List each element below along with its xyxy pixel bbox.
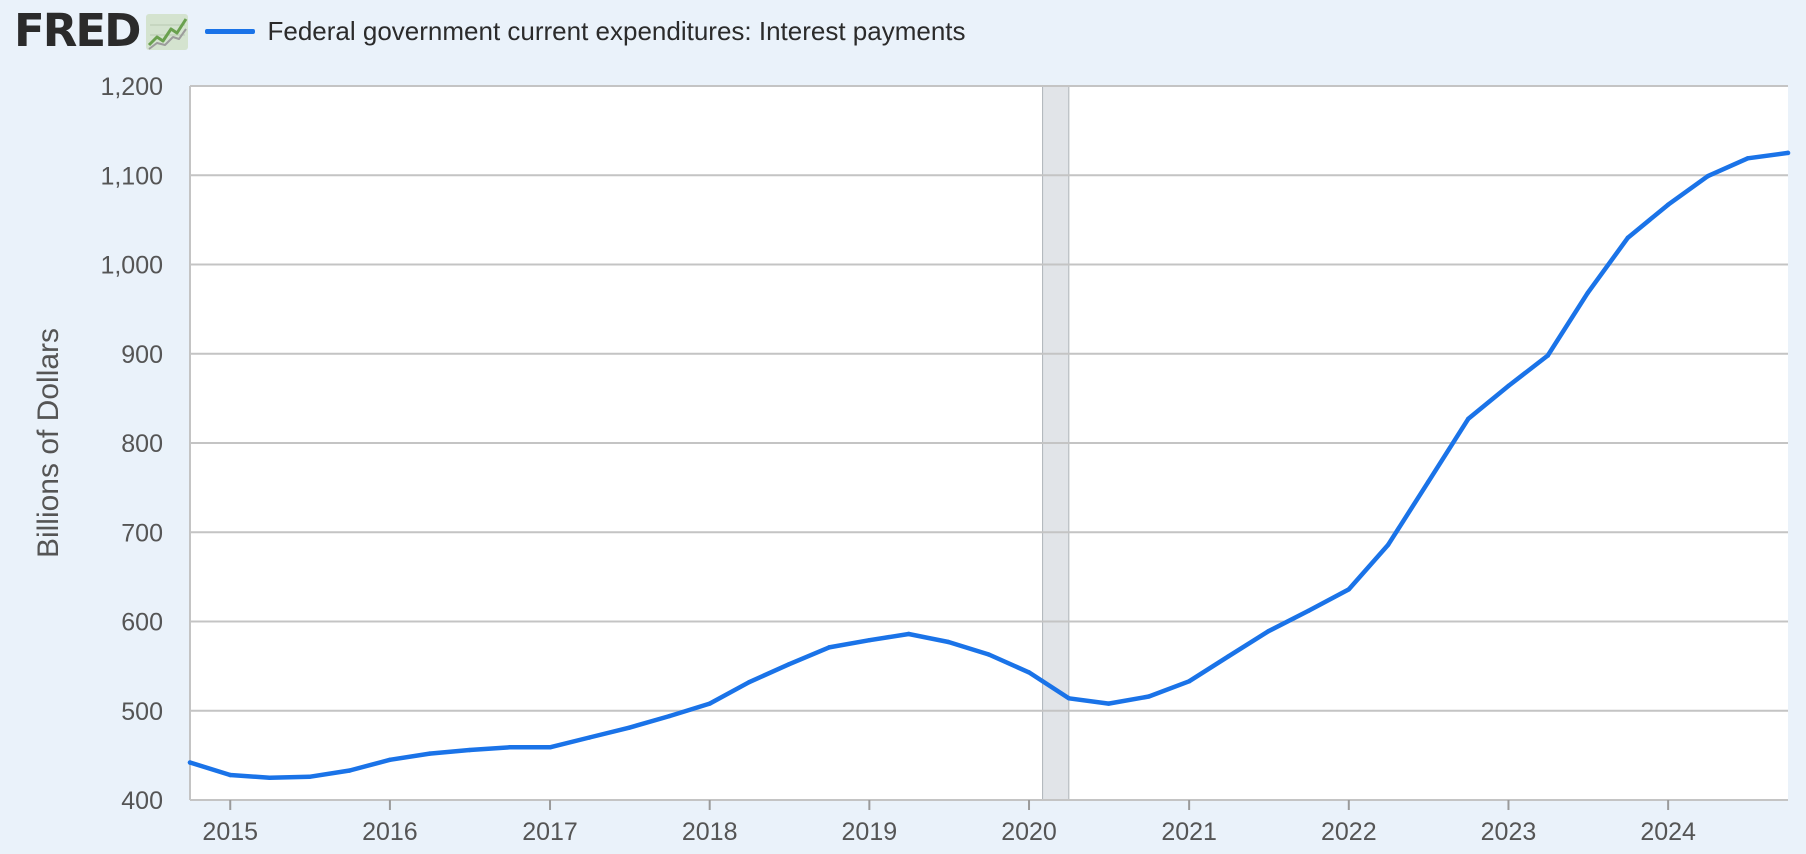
y-tick-label: 900	[121, 341, 163, 369]
data-point[interactable]	[547, 745, 553, 750]
data-point[interactable]	[1665, 202, 1671, 207]
data-point[interactable]	[946, 639, 951, 645]
data-point[interactable]	[1625, 235, 1631, 240]
data-point[interactable]	[1186, 679, 1192, 684]
data-point[interactable]	[1785, 150, 1791, 156]
data-point[interactable]	[1705, 173, 1711, 179]
data-point[interactable]	[1106, 701, 1111, 706]
data-point[interactable]	[906, 631, 911, 637]
y-gridlines	[189, 85, 1788, 801]
x-tick-label: 2018	[682, 818, 738, 846]
x-tick-label: 2020	[1001, 818, 1057, 846]
data-point[interactable]	[1066, 696, 1072, 701]
y-tick-label: 1,000	[100, 252, 163, 280]
chart-legend: Federal government current expenditures:…	[205, 15, 966, 47]
y-tick-label: 600	[121, 609, 163, 637]
data-point[interactable]	[786, 662, 792, 667]
x-tick-label: 2019	[842, 818, 898, 846]
data-point[interactable]	[1346, 587, 1352, 592]
data-point[interactable]	[267, 775, 272, 780]
data-point[interactable]	[387, 757, 393, 763]
data-point[interactable]	[1425, 480, 1431, 485]
y-tick-label: 1,100	[100, 162, 163, 190]
data-point[interactable]	[1026, 670, 1032, 675]
data-point[interactable]	[347, 768, 352, 773]
y-tick-label: 800	[121, 430, 163, 458]
data-point[interactable]	[1385, 542, 1391, 547]
x-tick-label: 2022	[1321, 818, 1377, 846]
x-tick-label: 2021	[1161, 818, 1217, 846]
data-point[interactable]	[467, 747, 472, 753]
data-point[interactable]	[746, 679, 752, 685]
y-axis-ticks: 400 500 600 700 800 900 1,000 1,100 1,200	[100, 73, 163, 815]
x-tick-label: 2016	[362, 818, 418, 846]
chart-header: FRED Federal government current expendit…	[14, 8, 966, 54]
fred-logo[interactable]: FRED	[14, 4, 141, 57]
data-point[interactable]	[867, 638, 872, 643]
data-point[interactable]	[626, 725, 632, 730]
data-point[interactable]	[307, 774, 312, 779]
series-layer	[187, 150, 1791, 780]
data-point[interactable]	[1585, 290, 1590, 296]
data-point[interactable]	[187, 760, 193, 765]
x-axis-ticks: 2015 2016 2017 2018 2019 2020 2021 2022 2023 2024	[202, 800, 1696, 846]
data-point[interactable]	[228, 772, 233, 778]
y-tick-label: 500	[121, 698, 163, 726]
data-point[interactable]	[667, 713, 672, 719]
x-tick-label: 2023	[1481, 818, 1537, 846]
x-tick-label: 2017	[522, 818, 578, 846]
data-point[interactable]	[587, 735, 592, 740]
x-tick-label: 2015	[202, 818, 258, 846]
legend-swatch	[205, 28, 256, 34]
data-point[interactable]	[427, 751, 432, 756]
y-tick-label: 700	[121, 519, 163, 547]
data-point[interactable]	[1745, 156, 1750, 161]
data-point[interactable]	[1466, 416, 1471, 422]
data-point[interactable]	[986, 652, 991, 657]
data-point[interactable]	[1506, 383, 1511, 389]
legend-series-label[interactable]: Federal government current expenditures:…	[267, 15, 966, 46]
y-tick-label: 400	[121, 787, 163, 815]
data-point[interactable]	[507, 745, 512, 750]
y-tick-label: 1,200	[100, 73, 163, 101]
x-tick-label: 2024	[1640, 818, 1696, 846]
data-point[interactable]	[826, 645, 832, 650]
data-point[interactable]	[1226, 654, 1231, 659]
data-point[interactable]	[1545, 353, 1551, 358]
data-point[interactable]	[707, 701, 712, 706]
data-point[interactable]	[1146, 694, 1152, 699]
y-axis-title: Billions of Dollars	[32, 328, 65, 558]
data-point[interactable]	[1266, 629, 1271, 634]
data-point[interactable]	[1306, 608, 1311, 613]
line-chart-icon	[146, 14, 189, 50]
